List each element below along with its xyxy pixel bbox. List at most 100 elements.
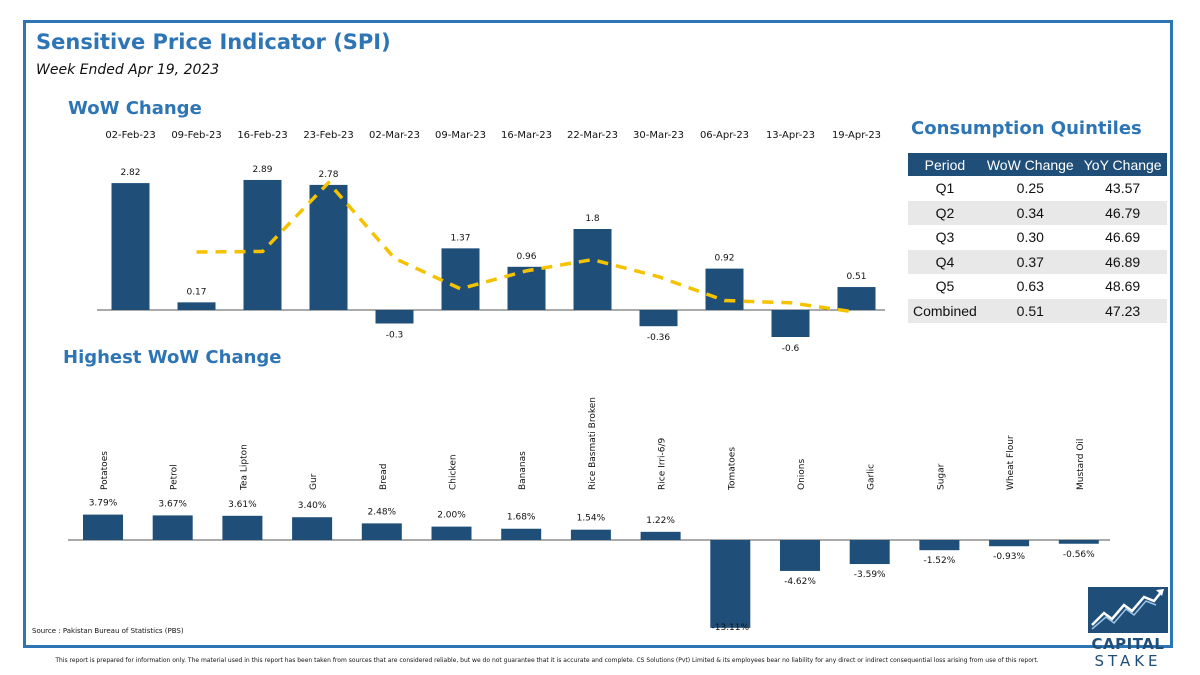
highest-category-label: Sugar — [936, 463, 946, 490]
highest-category-label: Gur — [309, 473, 319, 490]
table-cell: 0.25 — [1016, 180, 1044, 197]
highest-bar — [849, 540, 890, 565]
table-cell: 47.23 — [1078, 298, 1167, 323]
wow-data-label: 0.92 — [714, 254, 734, 264]
wow-bar — [705, 268, 744, 310]
highest-category-label: Chicken — [449, 454, 459, 490]
highest-category-label: Tea Lipton — [239, 444, 249, 491]
wow-category-label: 09-Feb-23 — [171, 130, 221, 141]
table-row: Q4 0.37 46.89 — [908, 249, 1167, 274]
table-row: Q2 0.34 46.79 — [908, 200, 1167, 225]
wow-category-label: 16-Mar-23 — [501, 130, 552, 141]
highest-category-label: Tomatoes — [727, 447, 737, 491]
wow-category-label: 09-Mar-23 — [435, 130, 486, 141]
wow-data-label: 1.8 — [585, 214, 600, 224]
highest-bar — [292, 517, 333, 540]
highest-data-label: -0.93% — [993, 552, 1025, 562]
table-row: Q1 0.25 43.57 — [908, 176, 1167, 201]
table-row: Q3 0.30 46.69 — [908, 225, 1167, 250]
wow-bar — [243, 179, 282, 310]
highest-category-label: Bread — [379, 464, 389, 490]
highest-bar — [640, 531, 681, 540]
consumption-quintiles-table: Period WoW Change YoY Change Q1 0.25 43.57 Q2… — [908, 153, 1167, 323]
highest-bar — [1058, 540, 1099, 544]
table-cell: 43.57 — [1105, 180, 1141, 197]
highest-bar — [919, 540, 960, 551]
wow-section-title: WoW Change — [68, 98, 202, 119]
wow-category-label: 02-Mar-23 — [369, 130, 420, 141]
table-cell: 0.30 — [1016, 229, 1044, 246]
highest-bar — [710, 540, 751, 628]
wow-bar — [837, 287, 876, 310]
highest-category-label: Petrol — [170, 464, 180, 490]
highest-bar — [431, 526, 472, 540]
table-header-row: Period WoW Change YoY Change — [908, 153, 1167, 176]
table-cell: Q3 — [935, 229, 955, 246]
highest-data-label: -4.62% — [784, 577, 816, 587]
disclaimer: This report is prepared for information … — [55, 657, 1039, 664]
wow-data-label: 0.17 — [186, 287, 206, 297]
wow-bar — [111, 183, 150, 310]
wow-data-label: 0.51 — [846, 272, 866, 282]
table-cell: Q4 — [908, 249, 982, 274]
highest-bar — [989, 540, 1030, 547]
highest-data-label: 2.00% — [437, 511, 466, 521]
highest-data-label: -0.56% — [1063, 550, 1095, 560]
highest-data-label: 1.54% — [577, 514, 606, 524]
page-title: Sensitive Price Indicator (SPI) — [36, 30, 391, 54]
table-cell: Q5 — [935, 278, 955, 295]
highest-bar — [570, 529, 611, 540]
highest-data-label: 3.61% — [228, 500, 257, 510]
highest-category-label: Rice Basmati Broken — [588, 397, 598, 490]
wow-bar — [309, 184, 348, 310]
table-cell: 0.37 — [981, 249, 1079, 274]
wow-bar — [375, 310, 414, 324]
rising-chart-arrow-icon — [1088, 587, 1168, 633]
table-cell: 0.51 — [981, 298, 1079, 323]
quintiles-section-title: Consumption Quintiles — [911, 118, 1142, 139]
table-cell: 46.79 — [1078, 200, 1167, 225]
wow-data-label: 2.89 — [252, 165, 272, 175]
highest-data-label: 3.40% — [298, 501, 327, 511]
wow-category-label: 30-Mar-23 — [633, 130, 684, 141]
highest-category-label: Potatoes — [100, 451, 110, 490]
wow-data-label: 2.78 — [318, 170, 338, 180]
logo-word-stake: STAKE — [1094, 652, 1162, 670]
logo-word-capital: CAPITAL — [1091, 635, 1165, 653]
wow-category-label: 22-Mar-23 — [567, 130, 618, 141]
wow-data-label: -0.3 — [386, 331, 404, 341]
capital-stake-logo: CAPITAL STAKE — [1085, 587, 1171, 673]
wow-data-label: -0.36 — [647, 333, 671, 343]
table-cell: 48.69 — [1105, 278, 1141, 295]
wow-bar — [639, 310, 678, 327]
highest-bar — [222, 515, 263, 540]
wow-data-label: 2.82 — [120, 168, 140, 178]
wow-data-label: -0.6 — [782, 344, 800, 354]
wow-bar — [573, 229, 612, 310]
highest-data-label: 3.79% — [89, 499, 118, 509]
table-column-header: WoW Change — [981, 153, 1079, 176]
table-cell: Combined — [908, 298, 982, 323]
highest-data-label: -13.11% — [712, 623, 750, 633]
wow-bar — [177, 302, 216, 310]
highest-bar — [361, 523, 402, 540]
highest-category-label: Mustard Oil — [1076, 439, 1086, 490]
highest-data-label: 1.22% — [646, 516, 675, 526]
highest-category-label: Bananas — [518, 451, 528, 490]
table-cell: Q1 — [935, 180, 955, 197]
highest-category-label: Onions — [797, 459, 807, 490]
wow-bar — [441, 248, 480, 310]
table-cell: 46.69 — [1105, 229, 1141, 246]
highest-category-label: Wheat Flour — [1006, 435, 1016, 490]
wow-category-label: 02-Feb-23 — [105, 130, 155, 141]
highest-bar — [780, 540, 820, 571]
source-note: Source : Pakistan Bureau of Statistics (… — [32, 627, 184, 635]
wow-category-label: 13-Apr-23 — [766, 130, 815, 141]
highest-data-label: -1.52% — [923, 556, 955, 566]
highest-data-label: 1.68% — [507, 513, 536, 523]
page-subtitle: Week Ended Apr 19, 2023 — [36, 62, 220, 78]
table-cell: 0.34 — [981, 200, 1079, 225]
wow-category-label: 06-Apr-23 — [700, 130, 749, 141]
